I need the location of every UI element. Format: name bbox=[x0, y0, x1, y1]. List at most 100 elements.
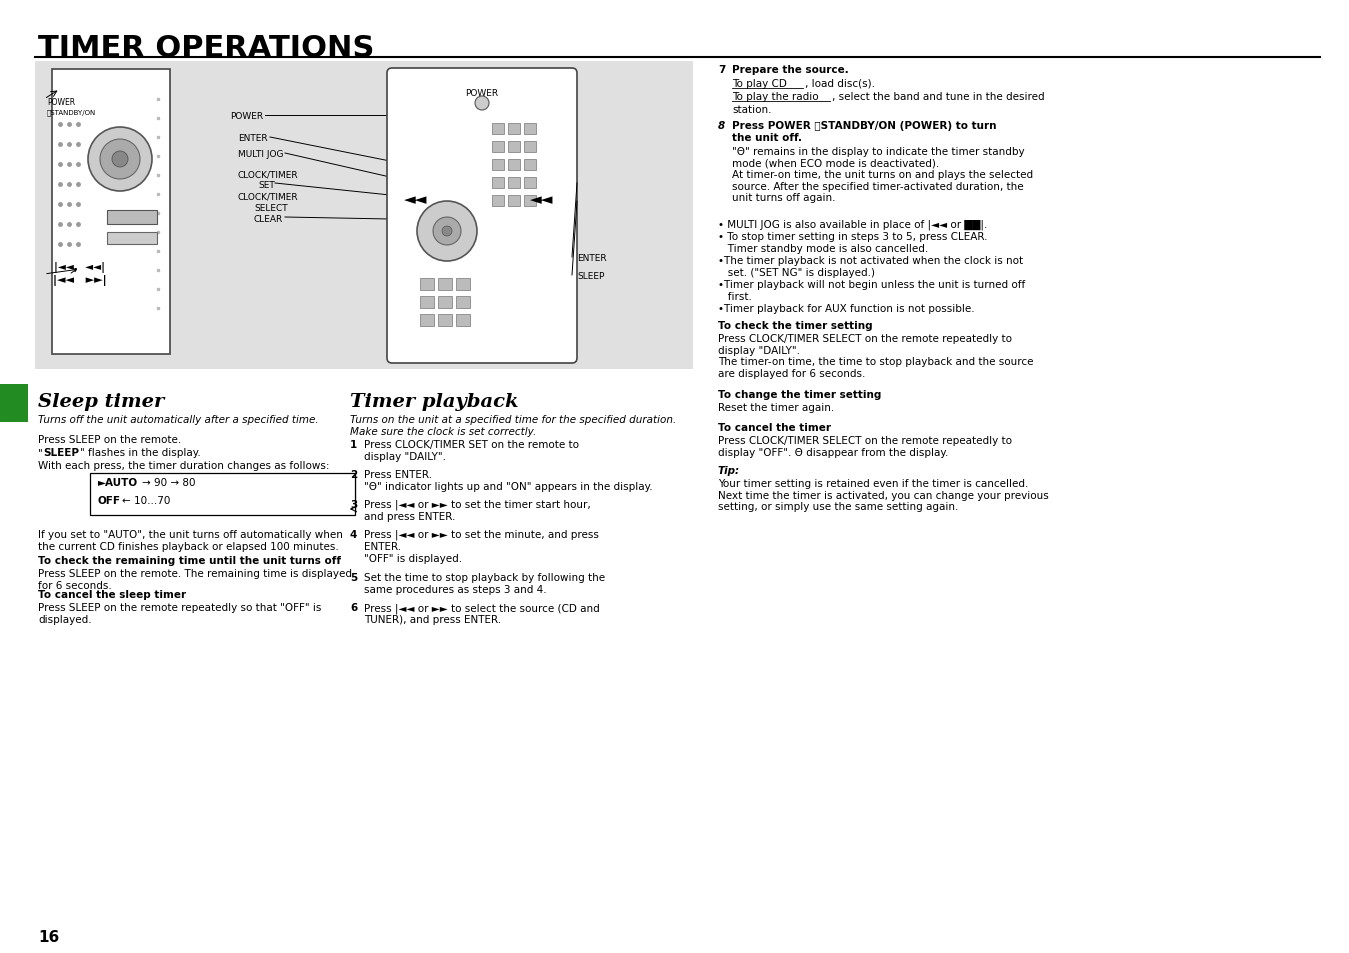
Text: To play CD: To play CD bbox=[733, 79, 786, 89]
Text: Press SLEEP on the remote repeatedly so that "OFF" is
displayed.: Press SLEEP on the remote repeatedly so … bbox=[38, 602, 321, 624]
Text: , load disc(s).: , load disc(s). bbox=[805, 79, 876, 89]
Bar bbox=[420, 296, 434, 309]
Text: If you set to "AUTO", the unit turns off automatically when
the current CD finis: If you set to "AUTO", the unit turns off… bbox=[38, 530, 343, 551]
Text: Reset the timer again.: Reset the timer again. bbox=[718, 402, 834, 413]
Text: SLEEP: SLEEP bbox=[577, 272, 604, 281]
Text: Press CLOCK/TIMER SELECT on the remote repeatedly to
display "DAILY".
The timer-: Press CLOCK/TIMER SELECT on the remote r… bbox=[718, 334, 1033, 378]
Text: TIMER OPERATIONS: TIMER OPERATIONS bbox=[38, 34, 375, 63]
Text: Press CLOCK/TIMER SELECT on the remote repeatedly to
display "OFF". Θ disappear : Press CLOCK/TIMER SELECT on the remote r… bbox=[718, 436, 1012, 457]
FancyBboxPatch shape bbox=[387, 69, 577, 364]
Text: ENTER: ENTER bbox=[577, 253, 607, 263]
Text: MULTI JOG: MULTI JOG bbox=[237, 150, 283, 159]
Text: ◄◄: ◄◄ bbox=[530, 192, 553, 207]
Text: , select the band and tune in the desired: , select the band and tune in the desire… bbox=[832, 91, 1044, 102]
Bar bbox=[523, 142, 536, 152]
Bar bbox=[438, 296, 452, 309]
Bar bbox=[492, 160, 505, 171]
Text: Tip:: Tip: bbox=[718, 465, 741, 476]
Text: With each press, the timer duration changes as follows:: With each press, the timer duration chan… bbox=[38, 460, 329, 471]
Bar bbox=[107, 233, 156, 245]
Text: "Θ" remains in the display to indicate the timer standby
mode (when ECO mode is : "Θ" remains in the display to indicate t… bbox=[733, 147, 1033, 203]
Bar bbox=[523, 178, 536, 189]
Bar bbox=[509, 178, 519, 189]
Bar bbox=[90, 474, 355, 516]
Text: 16: 16 bbox=[38, 929, 59, 944]
Text: POWER: POWER bbox=[47, 98, 76, 107]
Bar bbox=[509, 195, 519, 207]
Text: Timer playback: Timer playback bbox=[349, 393, 518, 411]
Text: |◄◄   ►►|: |◄◄ ►►| bbox=[53, 274, 107, 286]
Text: CLOCK/TIMER: CLOCK/TIMER bbox=[237, 193, 298, 202]
Bar bbox=[492, 142, 505, 152]
Text: station.: station. bbox=[733, 105, 772, 115]
Bar bbox=[456, 314, 469, 327]
Text: Turns off the unit automatically after a specified time.: Turns off the unit automatically after a… bbox=[38, 415, 318, 424]
Text: Sleep timer: Sleep timer bbox=[38, 393, 165, 411]
Bar bbox=[509, 124, 519, 135]
Text: ►AUTO: ►AUTO bbox=[98, 477, 138, 488]
Text: Press |◄◄ or ►► to select the source (CD and
TUNER), and press ENTER.: Press |◄◄ or ►► to select the source (CD… bbox=[364, 602, 600, 624]
Bar bbox=[438, 314, 452, 327]
Text: En: En bbox=[5, 370, 23, 382]
Circle shape bbox=[112, 152, 128, 168]
Text: first.: first. bbox=[718, 292, 751, 302]
Text: 4: 4 bbox=[349, 530, 357, 539]
Text: SLEEP: SLEEP bbox=[43, 448, 80, 457]
Bar bbox=[523, 160, 536, 171]
Text: SELECT: SELECT bbox=[254, 204, 287, 213]
Text: ": " bbox=[38, 448, 43, 457]
Text: 5: 5 bbox=[349, 573, 357, 582]
Bar bbox=[509, 160, 519, 171]
Text: 6: 6 bbox=[349, 602, 357, 613]
Text: 2: 2 bbox=[349, 470, 357, 479]
Circle shape bbox=[417, 202, 478, 262]
Circle shape bbox=[100, 140, 140, 180]
Bar bbox=[523, 124, 536, 135]
Text: OFF: OFF bbox=[98, 496, 121, 505]
Text: To cancel the timer: To cancel the timer bbox=[718, 422, 831, 433]
Text: To check the remaining time until the unit turns off: To check the remaining time until the un… bbox=[38, 556, 341, 565]
Bar bbox=[35, 62, 693, 370]
Circle shape bbox=[433, 218, 461, 246]
Text: Press SLEEP on the remote. The remaining time is displayed
for 6 seconds.: Press SLEEP on the remote. The remaining… bbox=[38, 568, 352, 590]
Text: Set the time to stop playback by following the
same procedures as steps 3 and 4.: Set the time to stop playback by followi… bbox=[364, 573, 606, 594]
Text: set. ("SET NG" is displayed.): set. ("SET NG" is displayed.) bbox=[718, 268, 876, 277]
Bar bbox=[509, 142, 519, 152]
Text: POWER: POWER bbox=[229, 112, 263, 121]
Text: Timer standby mode is also cancelled.: Timer standby mode is also cancelled. bbox=[718, 244, 928, 253]
Text: To check the timer setting: To check the timer setting bbox=[718, 320, 873, 331]
Text: Turns on the unit at a specified time for the specified duration.
Make sure the : Turns on the unit at a specified time fo… bbox=[349, 415, 676, 436]
Text: To change the timer setting: To change the timer setting bbox=[718, 390, 881, 399]
Text: To cancel the sleep timer: To cancel the sleep timer bbox=[38, 589, 186, 599]
Text: To play the radio: To play the radio bbox=[733, 91, 819, 102]
Text: •Timer playback for AUX function is not possible.: •Timer playback for AUX function is not … bbox=[718, 304, 974, 314]
Text: POWER: POWER bbox=[465, 89, 499, 98]
Bar bbox=[420, 278, 434, 291]
Text: 3: 3 bbox=[349, 499, 357, 510]
Bar bbox=[492, 178, 505, 189]
Bar bbox=[456, 278, 469, 291]
Bar bbox=[53, 70, 170, 355]
Text: Press |◄◄ or ►► to set the timer start hour,
and press ENTER.: Press |◄◄ or ►► to set the timer start h… bbox=[364, 499, 591, 521]
Text: • MULTI JOG is also available in place of |◄◄ or ██|.: • MULTI JOG is also available in place o… bbox=[718, 220, 987, 231]
Circle shape bbox=[442, 227, 452, 236]
Text: CLOCK/TIMER: CLOCK/TIMER bbox=[237, 170, 298, 179]
Text: 7: 7 bbox=[718, 65, 726, 75]
Text: " flashes in the display.: " flashes in the display. bbox=[80, 448, 201, 457]
Text: ← 10...70: ← 10...70 bbox=[121, 496, 170, 505]
Bar bbox=[492, 124, 505, 135]
Bar bbox=[107, 211, 156, 225]
Circle shape bbox=[88, 128, 152, 192]
Bar bbox=[0, 385, 28, 422]
Text: • To stop timer setting in steps 3 to 5, press CLEAR.: • To stop timer setting in steps 3 to 5,… bbox=[718, 232, 987, 242]
Text: SET: SET bbox=[258, 181, 275, 190]
Text: Press POWER ⛔STANDBY/ON (POWER) to turn
the unit off.: Press POWER ⛔STANDBY/ON (POWER) to turn … bbox=[733, 121, 997, 142]
Text: ◄◄: ◄◄ bbox=[403, 192, 428, 207]
Text: |◄◄,  ◄◄|: |◄◄, ◄◄| bbox=[54, 262, 105, 273]
Text: CLEAR: CLEAR bbox=[254, 214, 283, 224]
Text: Press |◄◄ or ►► to set the minute, and press
ENTER.
"OFF" is displayed.: Press |◄◄ or ►► to set the minute, and p… bbox=[364, 530, 599, 563]
Text: ⛔STANDBY/ON: ⛔STANDBY/ON bbox=[47, 109, 96, 115]
Text: Press SLEEP on the remote.: Press SLEEP on the remote. bbox=[38, 435, 181, 444]
Bar bbox=[523, 195, 536, 207]
Text: Press ENTER.
"Θ" indicator lights up and "ON" appears in the display.: Press ENTER. "Θ" indicator lights up and… bbox=[364, 470, 653, 491]
